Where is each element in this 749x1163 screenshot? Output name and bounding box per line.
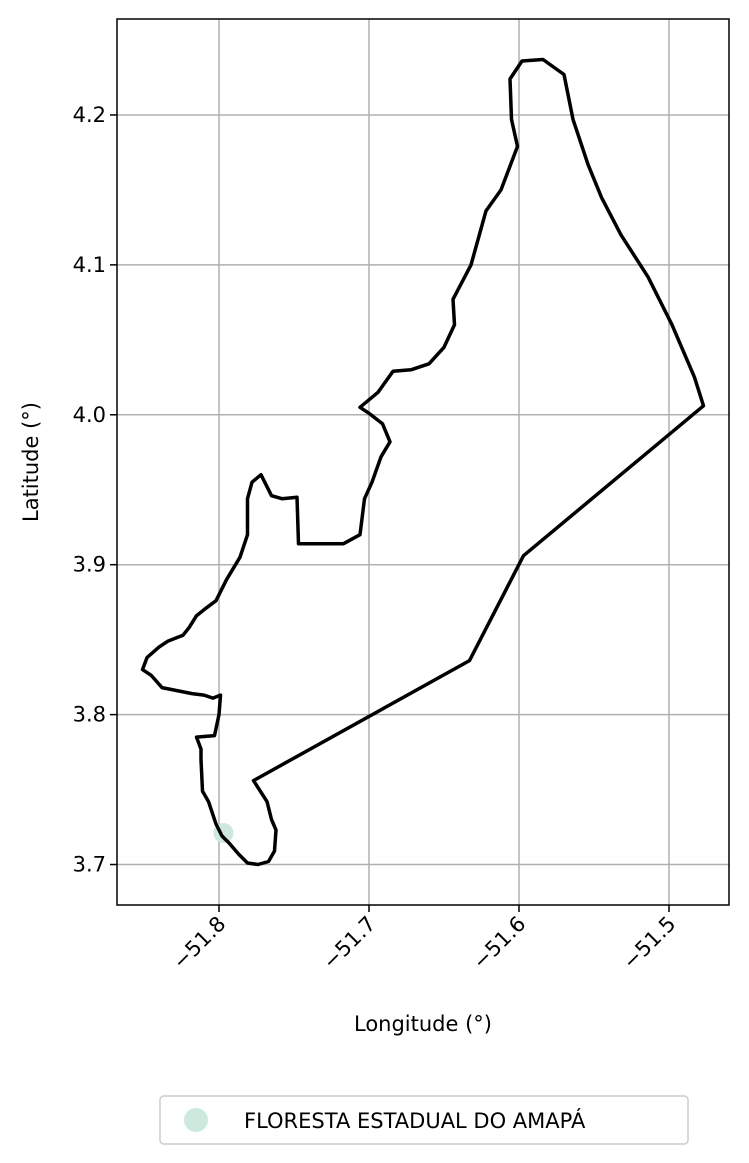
y-tick-label: 3.8 (73, 703, 106, 727)
y-tick-label: 4.0 (73, 403, 106, 427)
legend-label: FLORESTA ESTADUAL DO AMAPÁ (244, 1108, 586, 1133)
x-axis-title: Longitude (°) (354, 1012, 492, 1036)
y-tick-label: 4.2 (73, 103, 106, 127)
plot-frame (116, 18, 730, 906)
y-tick-label: 4.1 (73, 253, 106, 277)
state-forest-boundary (140, 57, 706, 867)
boundary-layer (140, 57, 706, 867)
y-axis-ticks: 3.7 3.8 3.9 4.0 4.1 4.2 (73, 103, 117, 877)
legend-swatch-marker (184, 1108, 208, 1132)
legend: FLORESTA ESTADUAL DO AMAPÁ (159, 1095, 689, 1145)
y-tick-label: 3.9 (73, 553, 106, 577)
y-axis-title: Latitude (°) (19, 402, 43, 522)
legend-box (159, 1095, 689, 1145)
y-tick-label: 3.7 (73, 853, 106, 877)
